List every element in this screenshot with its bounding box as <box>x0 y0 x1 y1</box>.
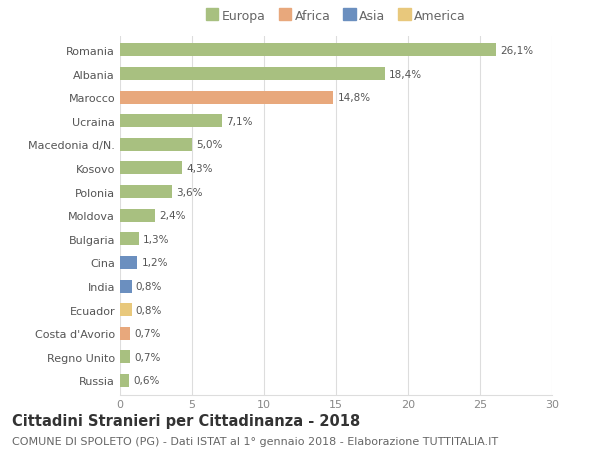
Bar <box>120 209 155 222</box>
Text: 1,3%: 1,3% <box>143 234 170 244</box>
Text: 2,4%: 2,4% <box>159 211 185 221</box>
Bar <box>120 351 130 364</box>
Bar <box>120 303 131 316</box>
Text: 5,0%: 5,0% <box>196 140 223 150</box>
Bar <box>120 162 182 175</box>
Text: 0,8%: 0,8% <box>136 305 162 315</box>
Bar <box>120 68 385 81</box>
Text: 0,7%: 0,7% <box>134 352 161 362</box>
Bar <box>120 233 139 246</box>
Text: 1,2%: 1,2% <box>142 258 168 268</box>
Bar <box>120 139 192 151</box>
Text: 0,7%: 0,7% <box>134 329 161 338</box>
Text: 18,4%: 18,4% <box>389 69 422 79</box>
Bar <box>120 91 333 105</box>
Text: 14,8%: 14,8% <box>337 93 371 103</box>
Bar <box>120 186 172 199</box>
Bar <box>120 374 128 387</box>
Text: 0,6%: 0,6% <box>133 375 160 386</box>
Text: 26,1%: 26,1% <box>500 46 533 56</box>
Text: 0,8%: 0,8% <box>136 281 162 291</box>
Legend: Europa, Africa, Asia, America: Europa, Africa, Asia, America <box>206 11 466 23</box>
Bar <box>120 327 130 340</box>
Text: 4,3%: 4,3% <box>186 163 213 174</box>
Text: 3,6%: 3,6% <box>176 187 203 197</box>
Text: 7,1%: 7,1% <box>227 117 253 127</box>
Bar <box>120 257 137 269</box>
Text: COMUNE DI SPOLETO (PG) - Dati ISTAT al 1° gennaio 2018 - Elaborazione TUTTITALIA: COMUNE DI SPOLETO (PG) - Dati ISTAT al 1… <box>12 436 498 446</box>
Bar <box>120 45 496 57</box>
Bar <box>120 115 222 128</box>
Text: Cittadini Stranieri per Cittadinanza - 2018: Cittadini Stranieri per Cittadinanza - 2… <box>12 413 360 428</box>
Bar <box>120 280 131 293</box>
